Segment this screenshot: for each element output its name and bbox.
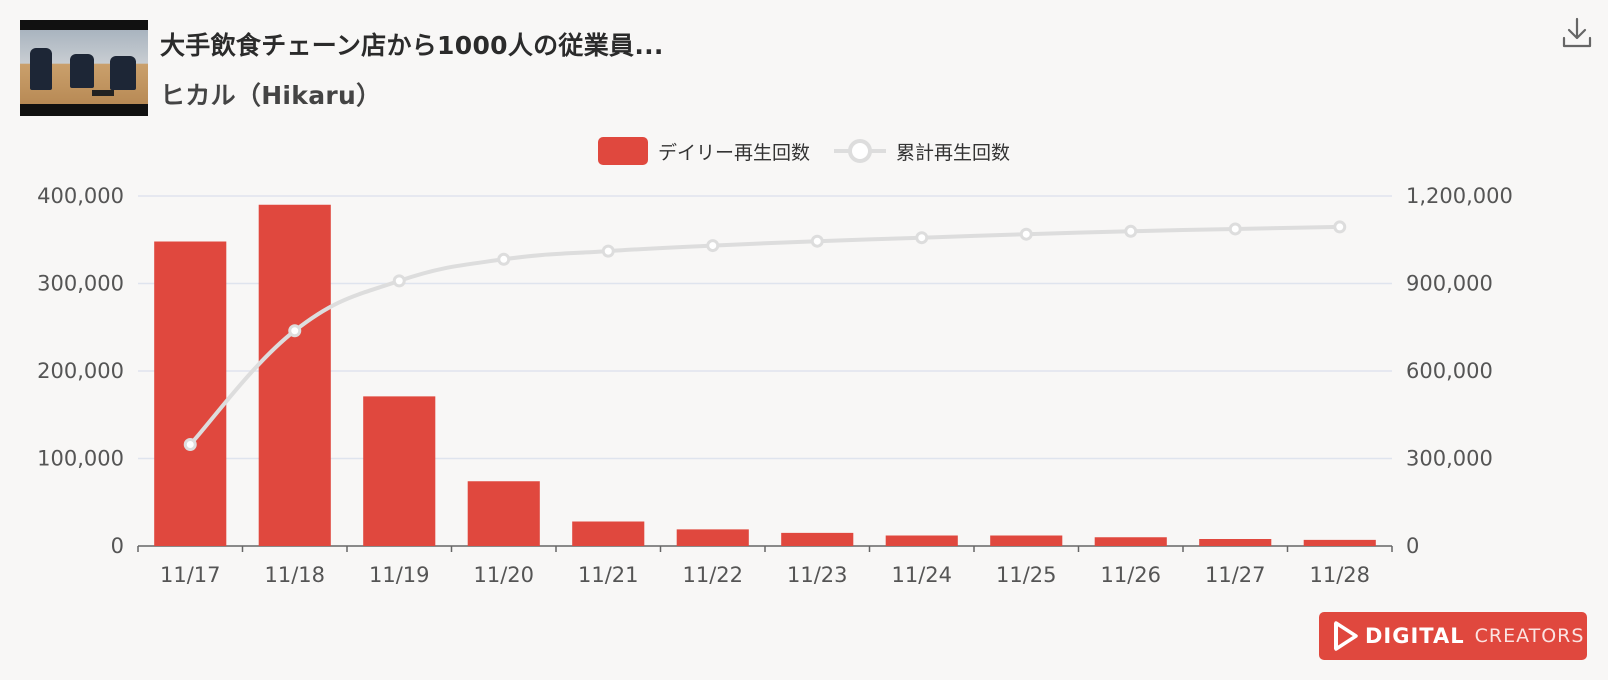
bar [1303,539,1376,546]
bar [363,396,436,546]
x-tick-label: 11/18 [264,563,325,587]
brand-logo[interactable]: DIGITAL CREATORS [1319,612,1587,660]
bar [781,532,854,546]
bar [885,535,958,546]
legend-swatch-bar [597,137,648,165]
cumulative-point [1228,222,1242,236]
x-tick-label: 11/17 [160,563,221,587]
y-right-tick-label: 600,000 [1406,359,1493,383]
y-left-tick-label: 200,000 [37,359,124,383]
video-title[interactable]: 大手飲食チェーン店から1000人の従業員... [160,31,664,60]
x-tick-label: 11/22 [682,563,743,587]
bar [467,481,540,546]
video-thumbnail[interactable] [20,20,148,116]
brand-mark-icon [1334,621,1358,651]
cumulative-point [1019,227,1033,241]
thumbnail-object [92,90,114,96]
cumulative-point [706,239,720,253]
y-right-tick-label: 1,200,000 [1406,184,1513,208]
y-left-tick-label: 400,000 [37,184,124,208]
cumulative-point [497,252,511,266]
chart-legend: デイリー再生回数 累計再生回数 [0,137,1608,165]
y-right-tick-label: 0 [1406,534,1419,558]
bar [572,521,645,546]
x-tick-label: 11/25 [996,563,1057,587]
bar [258,204,331,546]
cumulative-point [288,324,302,338]
brand-text-creators: CREATORS [1474,625,1585,647]
x-tick-label: 11/19 [369,563,430,587]
legend-label-cumulative: 累計再生回数 [896,141,1011,164]
y-right-tick-label: 900,000 [1406,272,1493,296]
x-tick-label: 11/21 [578,563,639,587]
legend-item-cumulative[interactable]: 累計再生回数 [834,137,1010,165]
thumbnail-person [30,48,52,90]
download-icon[interactable] [1560,16,1594,50]
cumulative-point [915,231,929,245]
channel-name[interactable]: ヒカル（Hikaru） [160,81,382,110]
bar [154,241,227,546]
brand-text-digital: DIGITAL [1365,624,1465,648]
y-left-tick-label: 100,000 [37,447,124,471]
legend-item-daily[interactable]: デイリー再生回数 [597,137,810,165]
x-tick-label: 11/24 [891,563,952,587]
bar [676,529,749,546]
legend-swatch-line [834,139,886,163]
thumbnail-person [110,56,136,90]
cumulative-point [601,244,615,258]
x-tick-label: 11/28 [1309,563,1370,587]
cumulative-point [1124,224,1138,238]
x-tick-label: 11/23 [787,563,848,587]
cumulative-point [1333,220,1347,234]
y-left-tick-label: 0 [111,534,124,558]
x-tick-label: 11/27 [1205,563,1266,587]
cumulative-line [188,224,1340,446]
bar [1094,537,1167,546]
y-left-tick-label: 300,000 [37,272,124,296]
cumulative-point [183,438,197,451]
cumulative-point [810,234,824,248]
x-tick-label: 11/26 [1100,563,1161,587]
bar [1199,539,1272,546]
thumbnail-person [70,54,94,88]
x-tick-label: 11/20 [473,563,534,587]
legend-label-daily: デイリー再生回数 [657,141,810,164]
bar [990,535,1063,546]
cumulative-point [392,274,406,288]
y-right-tick-label: 300,000 [1406,447,1493,471]
video-header: 大手飲食チェーン店から1000人の従業員... ヒカル（Hikaru） [20,20,664,116]
